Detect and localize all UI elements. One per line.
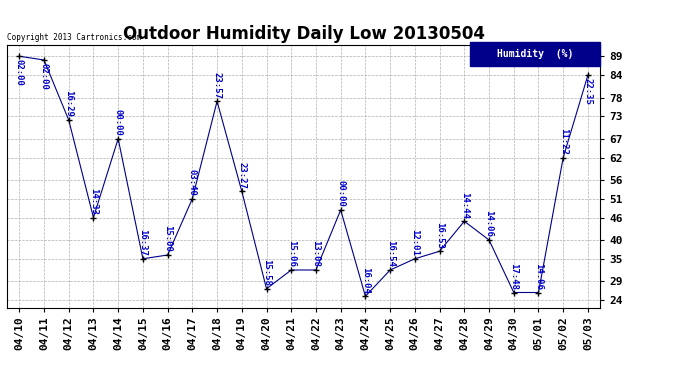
Text: 13:08: 13:08: [311, 240, 320, 267]
FancyBboxPatch shape: [470, 42, 600, 66]
Text: 14:44: 14:44: [460, 192, 469, 219]
Text: 22:35: 22:35: [584, 78, 593, 105]
Text: 16:37: 16:37: [139, 229, 148, 256]
Text: Humidity  (%): Humidity (%): [497, 49, 573, 59]
Title: Outdoor Humidity Daily Low 20130504: Outdoor Humidity Daily Low 20130504: [123, 26, 484, 44]
Text: 00:00: 00:00: [336, 180, 345, 207]
Text: 02:00: 02:00: [14, 59, 23, 86]
Text: 15:58: 15:58: [262, 259, 271, 286]
Text: 17:48: 17:48: [509, 263, 518, 290]
Text: 11:22: 11:22: [559, 128, 568, 155]
Text: 16:54: 16:54: [386, 240, 395, 267]
Text: 14:06: 14:06: [484, 210, 493, 237]
Text: 23:27: 23:27: [237, 162, 246, 189]
Text: 14:06: 14:06: [534, 263, 543, 290]
Text: 16:53: 16:53: [435, 222, 444, 249]
Text: 23:57: 23:57: [213, 72, 221, 99]
Text: 14:33: 14:33: [89, 188, 98, 215]
Text: 15:06: 15:06: [287, 240, 296, 267]
Text: 15:00: 15:00: [163, 225, 172, 252]
Text: 02:00: 02:00: [39, 63, 48, 90]
Text: 16:04: 16:04: [361, 267, 370, 294]
Text: Copyright 2013 Cartronics.com: Copyright 2013 Cartronics.com: [7, 33, 141, 42]
Text: 00:00: 00:00: [114, 109, 123, 136]
Text: 03:40: 03:40: [188, 169, 197, 196]
Text: 12:01: 12:01: [411, 229, 420, 256]
Text: 16:29: 16:29: [64, 90, 73, 117]
